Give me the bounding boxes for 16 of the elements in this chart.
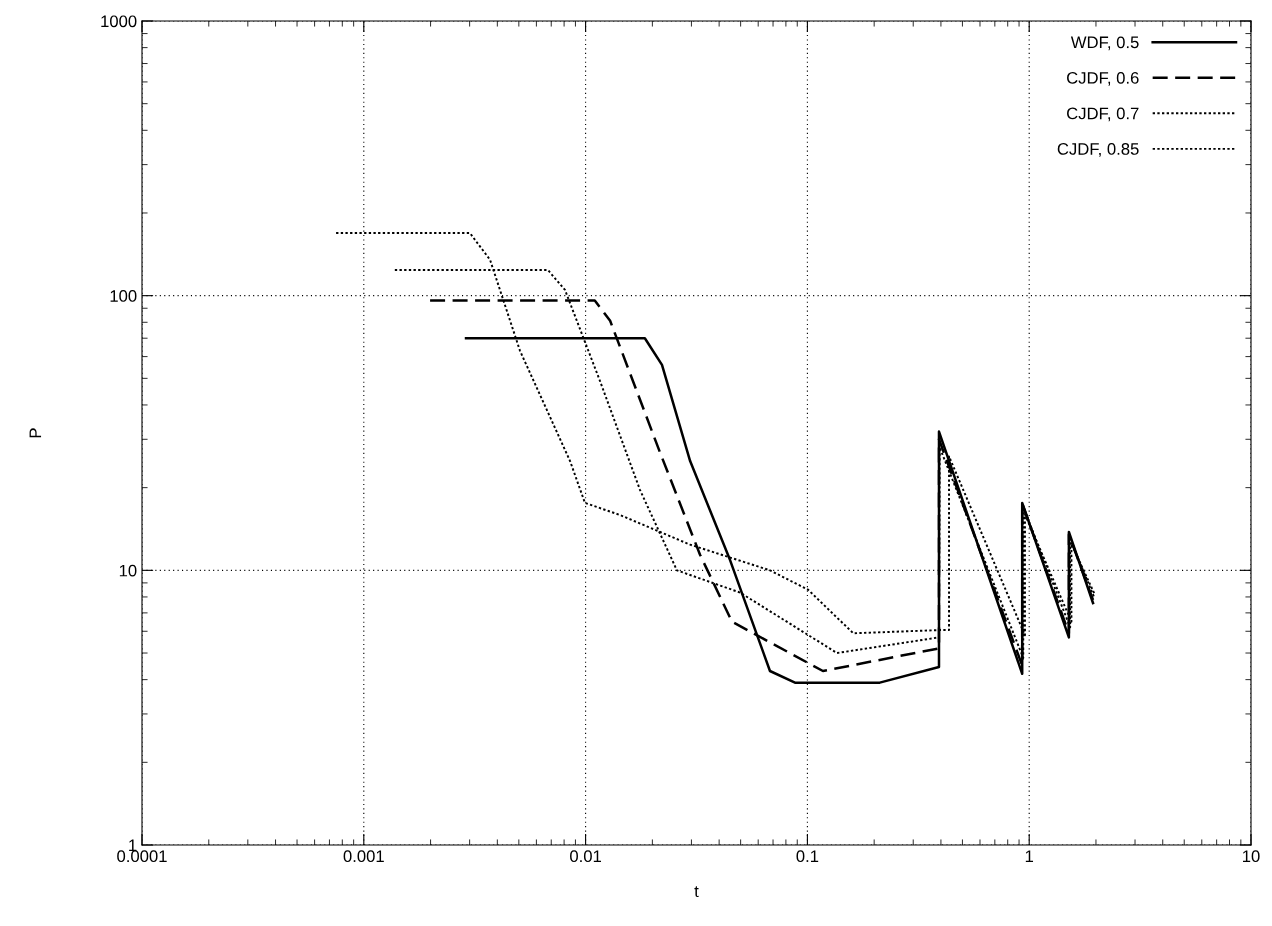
y-axis-title: P [29, 428, 42, 438]
x-tick-label: 0.001 [343, 850, 384, 863]
y-tick-label: 10 [119, 564, 137, 577]
x-tick-label: 0.01 [570, 850, 602, 863]
x-tick-label: 1 [1025, 850, 1034, 862]
x-tick-label: 10 [1243, 850, 1260, 863]
y-tick-label: 1000 [101, 15, 137, 28]
legend-label: CJDF, 0.6 [1067, 71, 1139, 86]
legend-label: CJDF, 0.7 [1067, 107, 1139, 122]
x-tick-label: 0.0001 [117, 850, 167, 863]
legend-label: CJDF, 0.85 [1057, 143, 1139, 157]
x-tick-label: 0.1 [796, 850, 819, 863]
legend-label: WDF, 0.5 [1070, 36, 1139, 51]
y-tick-label: 1 [129, 839, 137, 852]
x-axis-title: t [694, 886, 699, 898]
y-tick-label: 100 [110, 290, 137, 302]
